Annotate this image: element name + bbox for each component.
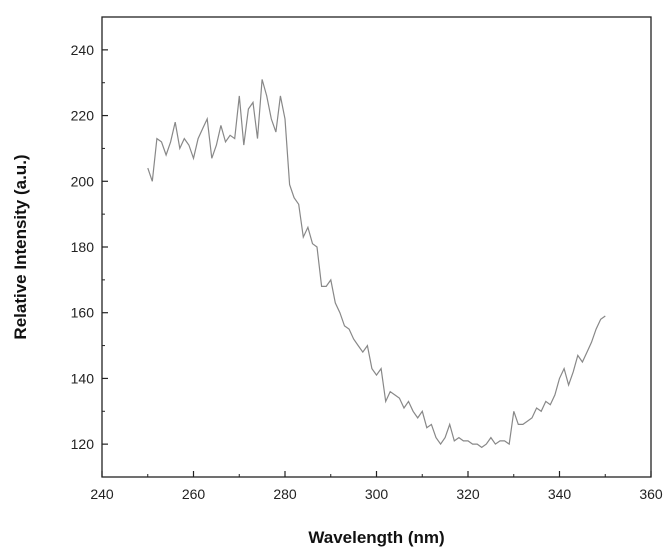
x-tick-label: 360 — [639, 486, 663, 502]
y-axis-ticks: 120 140 160 180 200 220 240 — [71, 42, 108, 452]
x-tick-label: 240 — [90, 486, 114, 502]
y-tick-label: 200 — [71, 173, 95, 189]
plot-frame — [101, 16, 652, 478]
y-tick-label: 220 — [71, 108, 95, 124]
y-tick-label: 120 — [71, 436, 95, 452]
y-tick-label: 240 — [71, 42, 95, 58]
x-tick-label: 300 — [365, 486, 389, 502]
x-axis-ticks: 240 260 280 300 320 340 360 — [90, 471, 663, 502]
x-tick-label: 320 — [456, 486, 480, 502]
x-axis-title: Wavelength (nm) — [308, 528, 444, 547]
x-tick-label: 280 — [273, 486, 297, 502]
x-tick-label: 340 — [548, 486, 572, 502]
series-line — [147, 79, 606, 449]
y-axis-title: Relative Intensity (a.u.) — [11, 154, 30, 339]
x-tick-label: 260 — [182, 486, 206, 502]
y-tick-label: 180 — [71, 239, 95, 255]
y-tick-label: 160 — [71, 305, 95, 321]
y-tick-label: 140 — [71, 370, 95, 386]
